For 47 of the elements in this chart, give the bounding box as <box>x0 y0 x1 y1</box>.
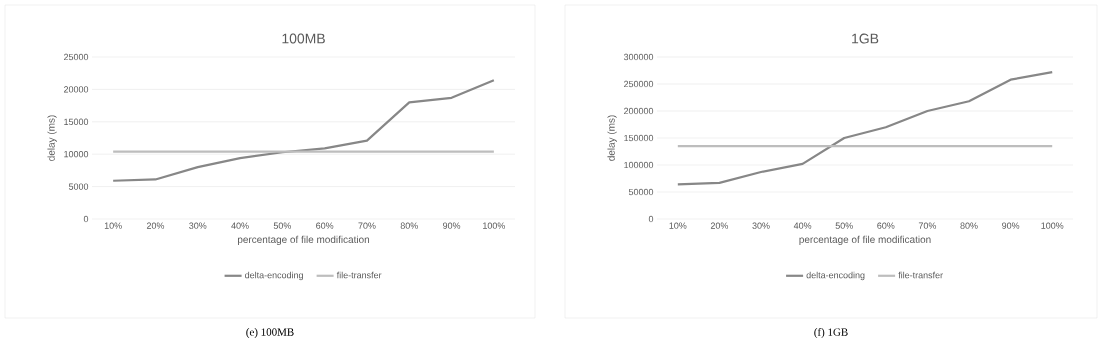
text: (e) 100MB <box>246 328 294 338</box>
x-tick-label: 100% <box>483 222 506 229</box>
legend-label: delta-encoding <box>806 271 865 281</box>
x-tick-label: 10% <box>104 222 122 229</box>
x-tick-label: 30% <box>752 222 770 229</box>
x-tick-label: 70% <box>358 222 376 229</box>
y-tick-label: 100000 <box>624 161 654 169</box>
y-tick-label: 0 <box>648 215 654 223</box>
y-tick-label: 15000 <box>64 118 89 125</box>
y-tick-label: 150000 <box>624 134 654 142</box>
legend-label: file-transfer <box>336 271 382 279</box>
y-tick-label: 5000 <box>68 183 89 190</box>
y-axis-title: delay (ms) <box>607 115 617 161</box>
x-tick-label: 40% <box>231 222 249 229</box>
legend-label: delta-encoding <box>245 271 303 281</box>
x-tick-label: 90% <box>443 222 461 229</box>
x-axis-title: percentage of file modification <box>237 235 370 245</box>
y-axis-title: delay (ms) <box>47 115 57 161</box>
y-tick-label: 0 <box>83 215 89 223</box>
x-tick-label: 80% <box>400 222 418 229</box>
x-tick-label: 40% <box>793 222 812 229</box>
x-tick-label: 90% <box>1002 222 1020 229</box>
x-tick-label: 50% <box>835 222 853 229</box>
line-series <box>112 79 495 182</box>
y-tick-label: 250000 <box>624 80 654 88</box>
text: (f) 1GB <box>814 327 848 339</box>
x-tick-label: 10% <box>669 222 687 229</box>
y-tick-label: 20000 <box>64 86 89 93</box>
chart-title: 100MB <box>282 33 325 44</box>
x-tick-label: 100% <box>1041 222 1064 229</box>
y-tick-label: 300000 <box>623 53 654 61</box>
x-tick-label: 20% <box>710 222 729 229</box>
line-series <box>676 71 1054 186</box>
x-tick-label: 20% <box>146 222 165 229</box>
y-tick-label: 10000 <box>64 151 89 158</box>
y-tick-label: 25000 <box>64 53 89 61</box>
legend-label: file-transfer <box>898 271 943 279</box>
y-tick-label: 200000 <box>624 107 654 115</box>
x-tick-label: 60% <box>877 222 895 229</box>
x-axis-title: percentage of file modification <box>799 235 931 245</box>
y-tick-label: 50000 <box>628 188 654 196</box>
x-tick-label: 30% <box>189 222 207 229</box>
x-tick-label: 60% <box>316 222 334 229</box>
x-tick-label: 70% <box>918 222 937 229</box>
chart-title: 1GB <box>852 33 879 44</box>
x-tick-label: 80% <box>960 222 978 229</box>
x-tick-label: 50% <box>273 222 292 229</box>
